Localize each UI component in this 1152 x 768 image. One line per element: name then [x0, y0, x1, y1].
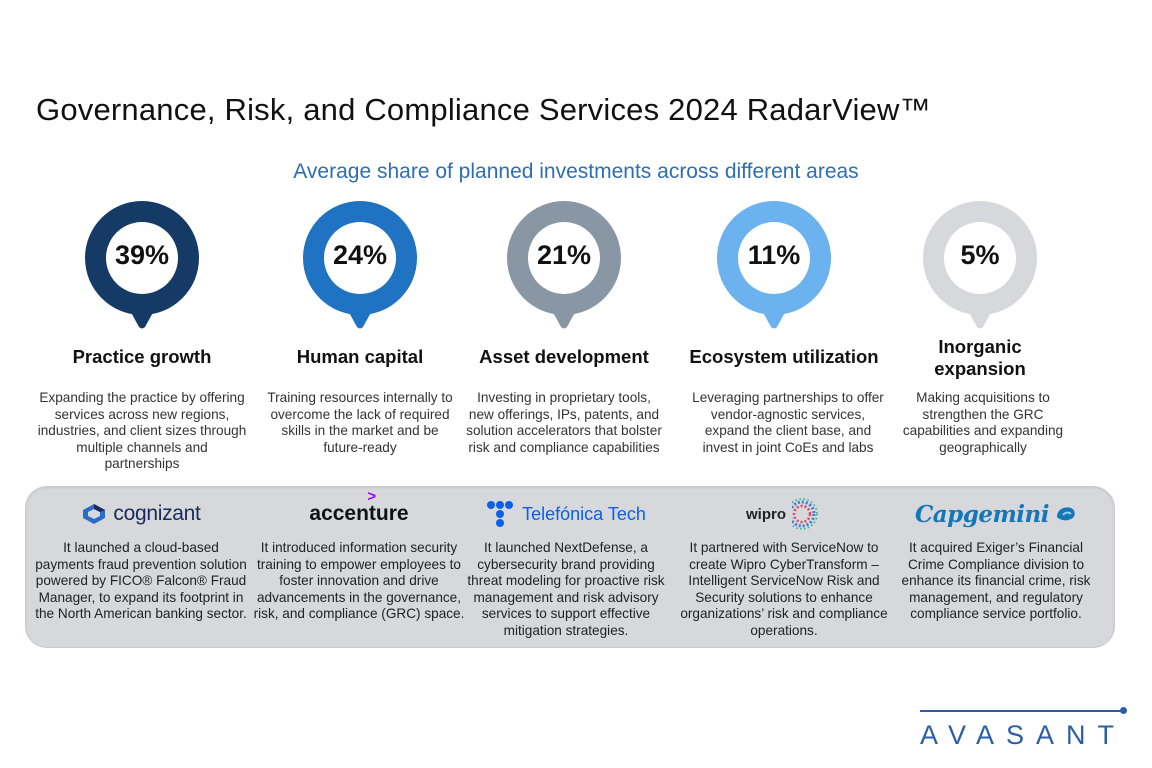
- wipro-logo: wipro: [678, 494, 890, 534]
- vendor-wipro: wipro It partnered with ServiceNow to cr…: [678, 494, 890, 640]
- area-description: Investing in proprietary tools, new offe…: [466, 390, 662, 455]
- cognizant-wordmark: cognizant: [113, 502, 201, 525]
- pin-practice-growth: 39%: [84, 200, 200, 330]
- pin-value: 21%: [536, 240, 592, 270]
- pin-marker: [303, 201, 417, 329]
- pin-asset-development: 21%: [506, 200, 622, 330]
- vendor-capgemini: Capgemini It acquired Exiger’s Financial…: [890, 494, 1102, 623]
- area-title: Human capital: [296, 346, 424, 367]
- cognizant-logo: cognizant: [35, 494, 247, 534]
- area-title: Inorganic expansion: [934, 336, 1026, 379]
- area-description: Making acquisitions to strengthen the GR…: [902, 390, 1064, 455]
- wipro-flower-icon: [792, 498, 818, 530]
- capgemini-logo: Capgemini: [890, 494, 1102, 534]
- pin-human-capital: 24%: [302, 200, 418, 330]
- pin-value: 5%: [960, 240, 1000, 270]
- vendor-description: It introduced information security train…: [253, 540, 465, 622]
- page-title: Governance, Risk, and Compliance Service…: [36, 92, 931, 127]
- area-title: Practice growth: [72, 346, 212, 367]
- pin-center: [528, 222, 600, 294]
- vendor-accenture: > accenture It introduced information sec…: [253, 488, 465, 623]
- pin-inorganic-expansion: 5%: [922, 200, 1038, 330]
- pin-marker: [923, 201, 1037, 329]
- pin-ecosystem-utilization: 11%: [716, 200, 832, 330]
- vendor-description: It launched a cloud-based payments fraud…: [35, 540, 247, 622]
- accenture-wordmark: > accenture: [309, 488, 409, 525]
- pin-center: [324, 222, 396, 294]
- accenture-logo: > accenture: [253, 488, 465, 534]
- pin-value: 11%: [747, 240, 801, 270]
- vendor-description: It partnered with ServiceNow to create W…: [680, 540, 888, 638]
- area-description: Expanding the practice by offering servi…: [37, 390, 247, 472]
- pin-marker: [717, 201, 831, 329]
- brand-line: [920, 710, 1122, 712]
- pin-value: 24%: [332, 240, 388, 270]
- area-title: Ecosystem utilization: [689, 346, 879, 367]
- area-title: Asset development: [479, 346, 649, 367]
- wipro-wordmark: wipro: [746, 505, 786, 523]
- vendor-description: It launched NextDefense, a cybersecurity…: [467, 540, 665, 638]
- pin-center: [106, 222, 178, 294]
- pin-marker: [85, 201, 199, 329]
- pin-marker: [507, 201, 621, 329]
- chart-subtitle: Average share of planned investments acr…: [293, 160, 859, 183]
- vendor-cognizant: cognizant It launched a cloud-based paym…: [35, 494, 247, 623]
- capgemini-spade-icon: [1057, 507, 1075, 521]
- vendor-highlights-panel: [25, 486, 1115, 648]
- telefonica-tech-logo: Telefónica Tech: [460, 494, 672, 534]
- accenture-chevron-icon: >: [367, 488, 377, 505]
- vendor-description: It acquired Exiger’s Financial Crime Com…: [901, 540, 1091, 622]
- vendor-telefonica-tech: Telefónica Tech It launched NextDefense,…: [460, 494, 672, 640]
- cognizant-icon: [83, 504, 106, 524]
- capgemini-wordmark: Capgemini: [914, 500, 1050, 528]
- area-description: Leveraging partnerships to offer vendor-…: [692, 390, 884, 455]
- brand-dot: [1120, 707, 1127, 714]
- pin-center: [944, 222, 1016, 294]
- telefonica-wordmark: Telefónica Tech: [522, 503, 646, 524]
- brand-wordmark: AVASANT: [920, 720, 1127, 750]
- pin-center: [738, 222, 810, 294]
- pin-value: 39%: [114, 240, 170, 270]
- area-description: Training resources internally to overcom…: [267, 390, 453, 455]
- telefonica-dots-icon: [487, 501, 514, 527]
